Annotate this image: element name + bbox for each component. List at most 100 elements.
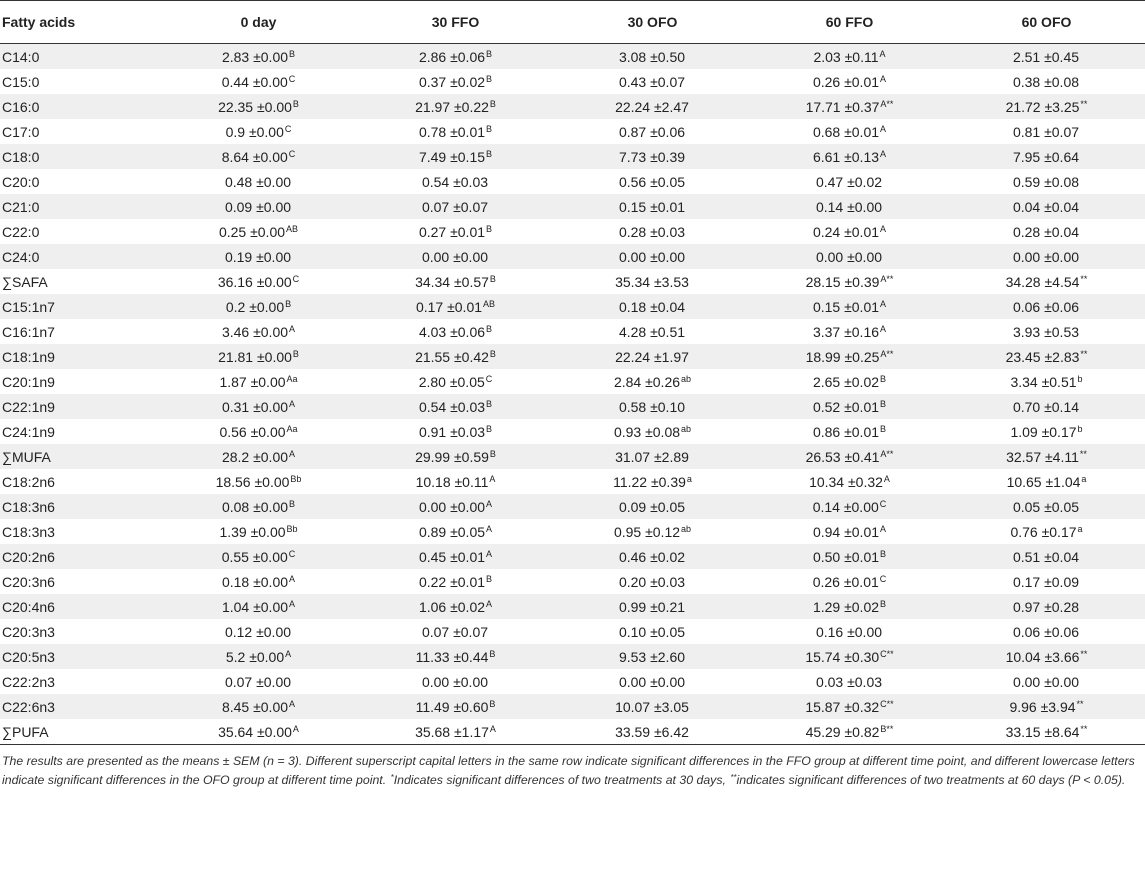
cell-value: 7.49 ±0.15	[418, 148, 486, 165]
cell-value: 1.39 ±0.00	[219, 523, 286, 540]
row-label: C22:6n3	[0, 694, 160, 719]
table-cell: 11.33 ±0.44B	[357, 644, 554, 669]
table-row: C20:3n6 0.18 ±0.00A 0.22 ±0.01B 0.20 ±0.03 0…	[0, 569, 1145, 594]
cell-superscript: A	[880, 223, 887, 234]
cell-value: 0.2 ±0.00	[225, 298, 285, 315]
table-cell: 33.59 ±6.42	[554, 719, 751, 745]
cell-value: 0.25 ±0.00	[218, 223, 286, 240]
table-cell: 0.06 ±0.06	[948, 294, 1145, 319]
cell-value: 0.04 ±0.04	[1012, 198, 1080, 215]
row-label: C20:1n9	[2, 373, 55, 390]
table-row: C24:0 0.19 ±0.00 0.00 ±0.00 0.00 ±0.00 0.00 …	[0, 244, 1145, 269]
table-cell: 0.56 ±0.00Aa	[160, 419, 357, 444]
cell-value: 11.33 ±0.44	[415, 648, 489, 665]
cell-superscript: C	[288, 548, 296, 559]
cell-superscript: C	[288, 148, 296, 159]
cell-value: 0.51 ±0.04	[1012, 548, 1080, 565]
cell-value: 7.95 ±0.64	[1012, 148, 1080, 165]
table-cell: 22.24 ±1.97	[554, 344, 751, 369]
row-label: C17:0	[2, 123, 40, 140]
cell-superscript: A	[486, 548, 493, 559]
cell-value: 0.50 ±0.01	[812, 548, 880, 565]
cell-value: 0.78 ±0.01	[418, 123, 486, 140]
table-footnote: The results are presented as the means ±…	[0, 745, 1145, 790]
table-row: C16:0 22.35 ±0.00B 21.97 ±0.22B 22.24 ±2.47…	[0, 94, 1145, 119]
table-cell: 0.50 ±0.01B	[751, 544, 948, 569]
cell-superscript: A	[486, 598, 493, 609]
cell-superscript: B	[486, 423, 493, 434]
table-row: C15:1n7 0.2 ±0.00B 0.17 ±0.01AB 0.18 ±0.04 0…	[0, 294, 1145, 319]
cell-superscript: **	[1076, 698, 1084, 709]
cell-superscript: A**	[880, 98, 894, 109]
table-cell: 0.15 ±0.01	[554, 194, 751, 219]
table-cell: 18.99 ±0.25A**	[751, 344, 948, 369]
cell-superscript: **	[1080, 648, 1088, 659]
cell-value: 0.93 ±0.08	[613, 423, 681, 440]
table-cell: 0.25 ±0.00AB	[160, 219, 357, 244]
table-row: C22:6n3 8.45 ±0.00A 11.49 ±0.60B 10.07 ±3.0…	[0, 694, 1145, 719]
table-row: C18:3n6 0.08 ±0.00B 0.00 ±0.00A 0.09 ±0.05 0…	[0, 494, 1145, 519]
cell-value: 22.24 ±2.47	[615, 98, 689, 115]
table-row: C18:1n9 21.81 ±0.00B 21.55 ±0.42B 22.24 ±1.…	[0, 344, 1145, 369]
cell-value: 35.34 ±3.53	[615, 273, 689, 290]
table-cell: 31.07 ±2.89	[554, 444, 751, 469]
cell-value: 15.87 ±0.32	[805, 698, 880, 715]
table-cell: 10.04 ±3.66**	[948, 644, 1145, 669]
table-cell: 0.22 ±0.01B	[357, 569, 554, 594]
cell-superscript: AB	[286, 223, 299, 234]
cell-value: 2.80 ±0.05	[418, 373, 485, 390]
cell-value: 0.9 ±0.00	[225, 123, 284, 140]
row-label: C24:1n9	[2, 423, 55, 440]
table-cell: 2.80 ±0.05C	[357, 369, 554, 394]
row-label: C20:5n3	[0, 644, 160, 669]
table-cell: 0.9 ±0.00C	[160, 119, 357, 144]
cell-value: 0.00 ±0.00	[421, 248, 489, 265]
cell-value: 31.07 ±2.89	[615, 448, 689, 465]
cell-value: 33.15 ±8.64	[1005, 723, 1080, 740]
table-cell: 0.07 ±0.07	[357, 619, 554, 644]
cell-superscript: B	[486, 148, 493, 159]
cell-value: 11.22 ±0.39	[613, 473, 686, 490]
cell-superscript: ab	[681, 373, 692, 384]
cell-value: 0.59 ±0.08	[1012, 173, 1080, 190]
cell-superscript: A	[486, 523, 493, 534]
table-cell: 0.54 ±0.03	[357, 169, 554, 194]
cell-value: 0.43 ±0.07	[618, 73, 686, 90]
table-cell: 0.70 ±0.14	[948, 394, 1145, 419]
cell-value: 34.28 ±4.54	[1005, 273, 1080, 290]
table-row: C21:0 0.09 ±0.00 0.07 ±0.07 0.15 ±0.01 0.14 …	[0, 194, 1145, 219]
cell-value: 0.37 ±0.02	[418, 73, 486, 90]
cell-value: 0.47 ±0.02	[815, 173, 883, 190]
table-cell: 4.28 ±0.51	[554, 319, 751, 344]
table-header: Fatty acids 0 day 30 FFO 30 OFO 60 FFO 6…	[0, 0, 1145, 44]
table-cell: 21.81 ±0.00B	[160, 344, 357, 369]
cell-superscript: **	[1079, 448, 1087, 459]
cell-superscript: B	[289, 48, 296, 59]
table-row: C15:0 0.44 ±0.00C 0.37 ±0.02B 0.43 ±0.07 0.2…	[0, 69, 1145, 94]
cell-superscript: A	[489, 723, 496, 734]
table-cell: 0.51 ±0.04	[948, 544, 1145, 569]
cell-value: 0.00 ±0.00	[618, 673, 686, 690]
cell-value: 22.35 ±0.00	[218, 98, 292, 115]
row-label: ∑MUFA	[0, 444, 160, 469]
row-label: C22:2n3	[2, 673, 55, 690]
cell-value: 0.12 ±0.00	[224, 623, 292, 640]
table-cell: 0.27 ±0.01B	[357, 219, 554, 244]
cell-value: 0.24 ±0.01	[812, 223, 880, 240]
table-row: C20:0 0.48 ±0.00 0.54 ±0.03 0.56 ±0.05 0.47 …	[0, 169, 1145, 194]
table-row: C22:1n9 0.31 ±0.00A 0.54 ±0.03B 0.58 ±0.10 0…	[0, 394, 1145, 419]
cell-superscript: A	[880, 523, 887, 534]
row-label: C16:0	[0, 94, 160, 119]
table-cell: 22.24 ±2.47	[554, 94, 751, 119]
table-cell: 0.81 ±0.07	[948, 119, 1145, 144]
table-cell: 3.46 ±0.00A	[160, 319, 357, 344]
cell-superscript: B	[289, 498, 296, 509]
cell-superscript: A	[285, 648, 292, 659]
cell-superscript: Aa	[286, 423, 298, 434]
row-label: C22:0	[2, 223, 40, 240]
cell-superscript: B	[880, 373, 887, 384]
cell-value: 0.06 ±0.06	[1012, 623, 1080, 640]
table-cell: 0.89 ±0.05A	[357, 519, 554, 544]
cell-value: 0.58 ±0.10	[618, 398, 686, 415]
table-cell: 0.09 ±0.00	[160, 194, 357, 219]
